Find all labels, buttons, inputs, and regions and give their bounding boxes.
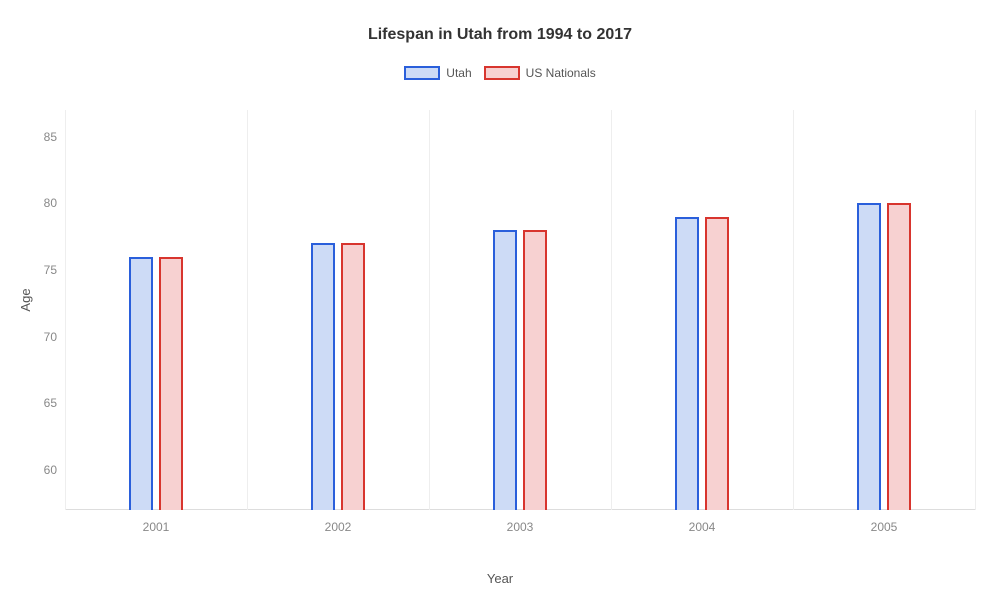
legend-item-us: US Nationals [484, 66, 596, 80]
legend-label-utah: Utah [446, 66, 471, 80]
x-tick-label: 2002 [325, 520, 352, 534]
y-tick-label: 85 [44, 130, 57, 144]
gridline-vertical [975, 110, 976, 510]
y-tick-label: 80 [44, 196, 57, 210]
bar-utah [493, 230, 517, 510]
gridline-vertical [429, 110, 430, 510]
bar-us-nationals [887, 203, 911, 510]
bar-utah [675, 217, 699, 510]
legend-label-us: US Nationals [526, 66, 596, 80]
x-axis-label: Year [487, 571, 513, 586]
y-tick-label: 60 [44, 463, 57, 477]
legend-item-utah: Utah [404, 66, 471, 80]
gridline-vertical [793, 110, 794, 510]
x-axis-baseline [65, 509, 975, 510]
bar-us-nationals [523, 230, 547, 510]
y-tick-label: 65 [44, 396, 57, 410]
y-tick-label: 75 [44, 263, 57, 277]
plot-area: 60657075808520012002200320042005 [65, 110, 975, 510]
chart-title: Lifespan in Utah from 1994 to 2017 [0, 0, 1000, 44]
gridline-vertical [65, 110, 66, 510]
bar-us-nationals [159, 257, 183, 510]
bar-us-nationals [341, 243, 365, 510]
x-tick-label: 2003 [507, 520, 534, 534]
bar-utah [311, 243, 335, 510]
bar-utah [857, 203, 881, 510]
legend-swatch-utah [404, 66, 440, 80]
legend: Utah US Nationals [0, 66, 1000, 80]
x-tick-label: 2001 [143, 520, 170, 534]
legend-swatch-us [484, 66, 520, 80]
x-tick-label: 2005 [871, 520, 898, 534]
gridline-vertical [247, 110, 248, 510]
chart-container: Lifespan in Utah from 1994 to 2017 Utah … [0, 0, 1000, 600]
x-tick-label: 2004 [689, 520, 716, 534]
bar-us-nationals [705, 217, 729, 510]
gridline-vertical [611, 110, 612, 510]
y-tick-label: 70 [44, 330, 57, 344]
bar-utah [129, 257, 153, 510]
y-axis-label: Age [18, 288, 33, 311]
